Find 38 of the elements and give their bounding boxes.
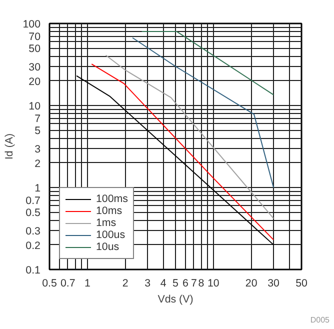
y-tick-label: 100 [22,18,41,30]
y-tick-label: 2 [34,158,41,170]
y-tick-label: 0.2 [26,240,41,252]
x-tick-label: 30 [268,278,280,290]
y-tick-label: 20 [28,76,41,88]
y-tick-label: 0.3 [26,225,41,238]
legend-label: 10ms [96,205,122,217]
x-axis-title: Vds (V) [158,294,194,306]
legend-label: 100ms [96,193,128,205]
x-tick-label: 2 [122,278,128,290]
y-tick-label: 0.1 [26,264,41,276]
y-tick-label: 10 [28,100,41,112]
legend-label: 1ms [96,217,116,229]
x-tick-label: 6 [182,278,189,290]
x-tick-label: 50 [296,278,308,290]
legend-label: 100us [96,229,126,241]
y-tick-label: 50 [28,43,41,56]
legend-label: 10us [96,241,120,253]
x-tick-label: 0.5 [42,278,57,290]
x-tick-label: 0.7 [60,278,76,290]
y-tick-label: 0.7 [26,195,41,208]
x-tick-label: 1 [84,278,90,290]
y-tick-label: 5 [34,125,41,138]
x-tick-label: 3 [144,278,151,290]
y-tick-label: 30 [28,61,41,74]
x-tick-label: 5 [172,278,179,290]
x-tick-label: 4 [160,278,166,290]
y-axis-title: Id (A) [4,133,16,160]
x-tick-label: 10 [208,278,220,290]
y-tick-label: 3 [34,143,41,156]
y-tick-label: 0.5 [26,207,41,220]
y-tick-label: 7 [34,113,41,126]
y-tick-label: 70 [28,31,41,44]
x-tick-label: 8 [198,278,204,290]
text: D005 [310,316,330,324]
y-tick-label: 1 [34,182,41,194]
x-tick-label: 20 [245,278,258,290]
x-tick-label: 7 [190,278,197,290]
